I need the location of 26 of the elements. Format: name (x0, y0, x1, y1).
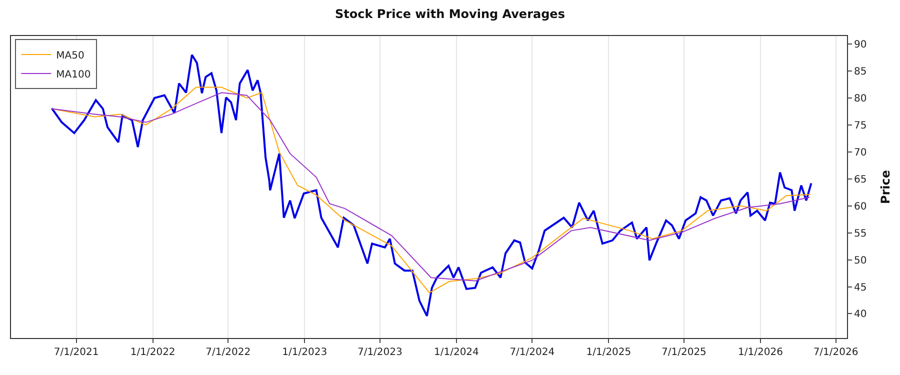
y-tick-label: 60 (854, 201, 867, 212)
x-tick-label: 7/1/2024 (510, 347, 555, 358)
x-tick-label: 7/1/2023 (357, 347, 402, 358)
y-tick-label: 50 (854, 255, 867, 266)
x-tick-label: 7/1/2026 (813, 347, 858, 358)
x-tick-label: 7/1/2021 (54, 347, 99, 358)
y-tick-label: 80 (854, 94, 867, 105)
x-tick-label: 1/1/2024 (434, 347, 479, 358)
legend-label: MA50 (56, 50, 84, 62)
y-tick-label: 40 (854, 309, 867, 320)
y-axis-title: Price (878, 170, 893, 204)
y-tick-label: 55 (854, 228, 867, 240)
x-tick-label: 1/1/2026 (738, 347, 783, 358)
y-tick-label: 45 (854, 282, 867, 294)
x-tick-label: 1/1/2022 (130, 347, 176, 358)
x-tick-label: 7/1/2022 (206, 347, 251, 358)
y-tick-label: 65 (854, 174, 867, 186)
x-tick-label: 7/1/2025 (662, 347, 706, 358)
y-tick-label: 90 (854, 40, 867, 51)
legend-label: MA100 (56, 69, 91, 80)
y-tick-label: 70 (854, 147, 867, 158)
y-tick-label: 75 (854, 120, 867, 132)
x-tick-label: 1/1/2025 (586, 347, 632, 358)
y-tick-label: 85 (854, 66, 867, 78)
x-tick-label: 1/1/2023 (282, 347, 328, 358)
chart-title: Stock Price with Moving Averages (335, 6, 565, 21)
